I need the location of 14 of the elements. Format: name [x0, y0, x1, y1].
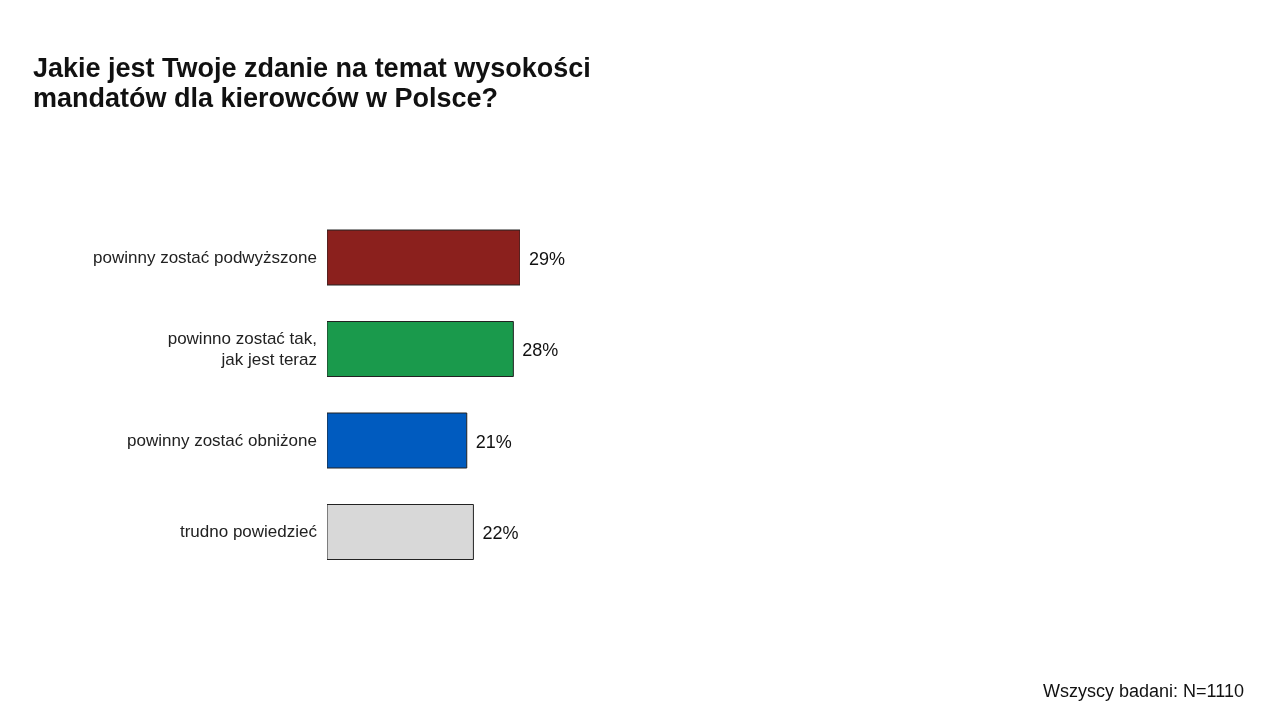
- y-tick-label: powinny zostać obniżone: [127, 430, 317, 450]
- bar: [327, 229, 520, 286]
- chart-title: Jakie jest Twoje zdanie na temat wysokości mandatów dla kierowców w Polsce?: [33, 53, 592, 113]
- data-label: 22%: [482, 523, 519, 544]
- bar: [327, 412, 468, 469]
- text: Wszyscy badani: N=1110: [1043, 681, 1244, 702]
- data-label: 21%: [475, 431, 512, 452]
- data-label: 28%: [522, 340, 559, 361]
- y-tick-label: powinny zostać podwyższone: [93, 247, 317, 267]
- data-label: 29%: [529, 248, 566, 269]
- bar: [327, 504, 474, 560]
- bar: [327, 321, 514, 377]
- y-tick-label: trudno powiedzieć: [179, 522, 318, 542]
- y-tick-label: powinno zostać tak, jak jest teraz: [167, 328, 317, 369]
